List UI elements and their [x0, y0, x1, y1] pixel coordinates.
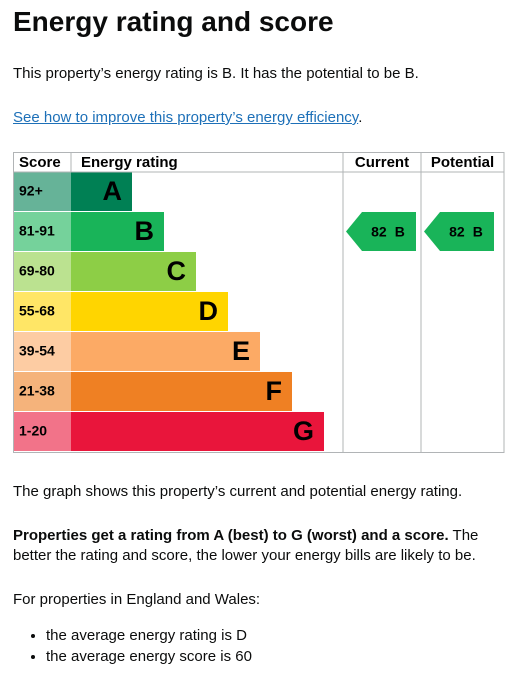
score-range: 69-80: [19, 263, 55, 279]
indicator-label: 82 B: [449, 223, 483, 239]
graph-note: The graph shows this property’s current …: [13, 483, 463, 500]
indicator-score: 82: [449, 223, 465, 239]
score-cell: [13, 252, 71, 291]
bullet: the average energy rating is D: [46, 625, 252, 646]
potential-indicator: 82 B: [424, 212, 494, 251]
explanation-text: The better the rating and score, the low…: [13, 527, 479, 564]
score-cell: [13, 372, 71, 411]
improve-link[interactable]: See how to improve this property’s energ…: [13, 109, 359, 126]
indicator-band: B: [395, 223, 405, 239]
rating-bar: [71, 332, 260, 371]
score-range: 21-38: [19, 383, 55, 399]
link-suffix: .: [358, 109, 363, 126]
score-range: 92+: [19, 183, 43, 199]
explanation-bold: Properties get a rating from A (best) to…: [13, 527, 449, 544]
score-range: 39-54: [19, 343, 55, 359]
score-cell: [13, 292, 71, 331]
score-range: 1-20: [19, 423, 47, 439]
indicator-arrow: [346, 212, 416, 251]
current-indicator: 82 B: [346, 212, 416, 251]
rating-letter: A: [103, 176, 123, 206]
rating-letter: D: [199, 296, 219, 326]
chart-border: [13, 152, 505, 453]
rating-bar: [71, 292, 228, 331]
rating-bar: [71, 372, 292, 411]
score-cell: [13, 172, 71, 211]
page-title: Energy rating and score: [13, 6, 334, 37]
explanation: Properties get a rating from A (best) to…: [13, 526, 505, 566]
region-intro: For properties in England and Wales:: [13, 591, 261, 608]
indicator-arrow: [424, 212, 494, 251]
rating-bar: [71, 252, 196, 291]
indicator-band: B: [473, 223, 483, 239]
score-range: 81-91: [19, 223, 55, 239]
column-header: Current: [355, 154, 409, 171]
rating-letter: C: [167, 256, 187, 286]
rating-letter: B: [135, 216, 155, 246]
rating-letter: F: [266, 376, 283, 406]
score-cell: [13, 412, 71, 451]
intro: This property’s energy rating is B. It h…: [13, 65, 419, 82]
rating-letter: E: [232, 336, 250, 366]
indicator-label: 82 B: [371, 223, 405, 239]
column-header: Potential: [431, 154, 494, 171]
energy-chart: Score Energy rating Current Potential 92+ A 81…: [13, 152, 505, 453]
bullet-list: the average energy rating is Dthe averag…: [13, 625, 252, 667]
rating-bar: [71, 212, 164, 251]
rating-bar: [71, 172, 132, 211]
link-line: See how to improve this property’s energ…: [13, 108, 362, 128]
column-header: Energy rating: [81, 154, 178, 171]
column-header: Score: [19, 154, 61, 171]
score-range: 55-68: [19, 303, 55, 319]
bullet: the average energy score is 60: [46, 646, 252, 667]
indicator-score: 82: [371, 223, 387, 239]
rating-letter: G: [293, 416, 314, 446]
score-cell: [13, 212, 71, 251]
rating-bar: [71, 412, 324, 451]
score-cell: [13, 332, 71, 371]
